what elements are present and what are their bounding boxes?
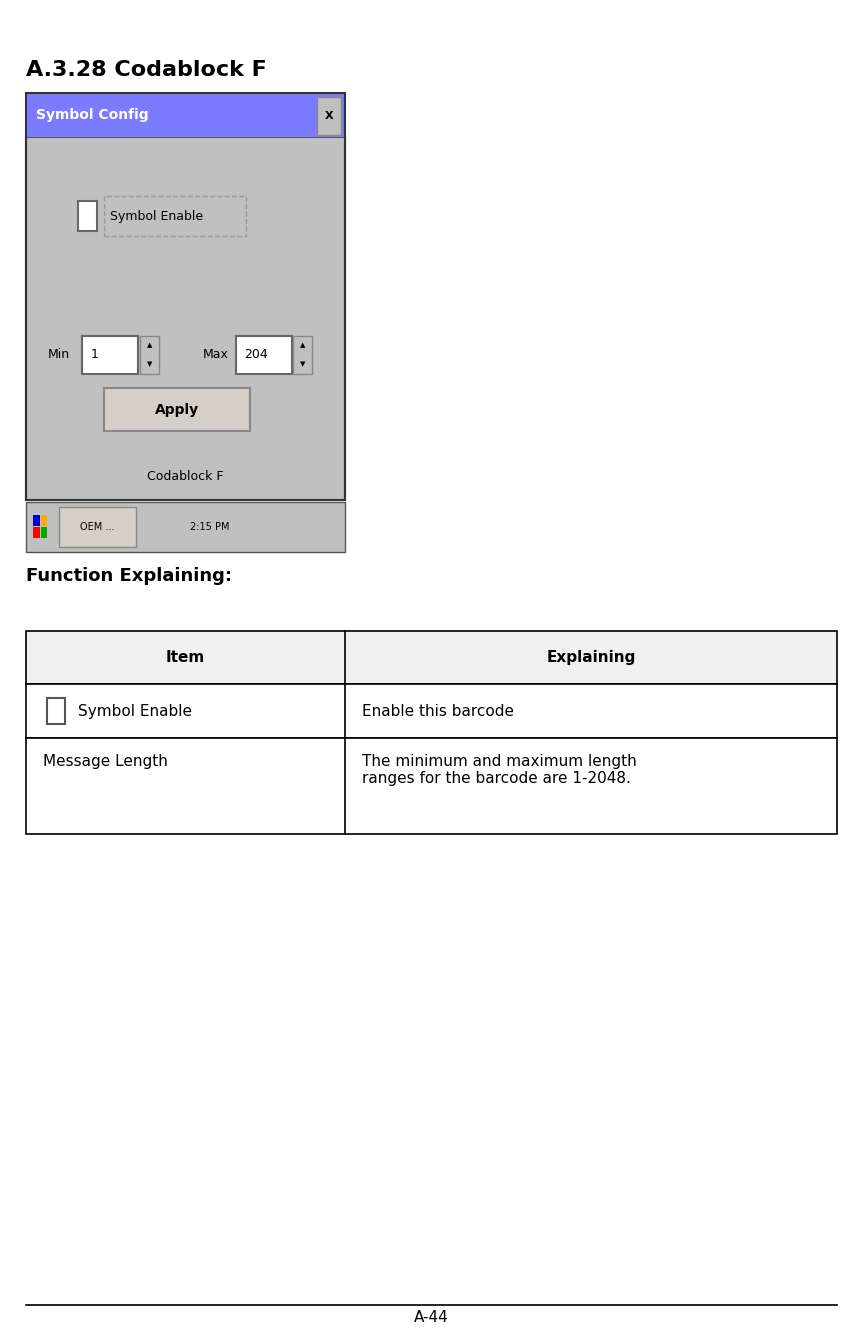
Text: Symbol Enable: Symbol Enable bbox=[110, 209, 203, 223]
Text: A.3.28 Codablock F: A.3.28 Codablock F bbox=[26, 60, 267, 80]
Text: Apply: Apply bbox=[154, 403, 199, 416]
FancyBboxPatch shape bbox=[26, 93, 345, 137]
Text: ▲: ▲ bbox=[300, 343, 306, 348]
FancyBboxPatch shape bbox=[82, 336, 138, 374]
FancyBboxPatch shape bbox=[26, 137, 345, 500]
Text: OEM ...: OEM ... bbox=[80, 522, 115, 532]
Text: Codablock F: Codablock F bbox=[148, 470, 224, 483]
FancyBboxPatch shape bbox=[26, 502, 345, 552]
Text: Message Length: Message Length bbox=[43, 754, 168, 768]
Text: Symbol Config: Symbol Config bbox=[36, 108, 149, 123]
Text: Explaining: Explaining bbox=[546, 650, 636, 666]
Text: X: X bbox=[324, 111, 333, 121]
Text: ▼: ▼ bbox=[300, 362, 306, 367]
Text: 204: 204 bbox=[244, 348, 268, 362]
FancyBboxPatch shape bbox=[104, 388, 250, 431]
Text: Function Explaining:: Function Explaining: bbox=[26, 567, 232, 584]
FancyBboxPatch shape bbox=[293, 336, 312, 374]
FancyBboxPatch shape bbox=[26, 738, 837, 834]
Text: ▲: ▲ bbox=[147, 343, 152, 348]
FancyBboxPatch shape bbox=[236, 336, 292, 374]
FancyBboxPatch shape bbox=[59, 507, 136, 547]
FancyBboxPatch shape bbox=[33, 515, 40, 526]
Text: Item: Item bbox=[166, 650, 205, 666]
FancyBboxPatch shape bbox=[317, 97, 341, 135]
Text: The minimum and maximum length
ranges for the barcode are 1-2048.: The minimum and maximum length ranges fo… bbox=[362, 754, 637, 786]
Text: Enable this barcode: Enable this barcode bbox=[362, 703, 514, 719]
FancyBboxPatch shape bbox=[140, 336, 159, 374]
FancyBboxPatch shape bbox=[26, 684, 837, 738]
Text: Min: Min bbox=[47, 348, 70, 362]
Text: Max: Max bbox=[203, 348, 229, 362]
Text: ▼: ▼ bbox=[147, 362, 152, 367]
Text: 1: 1 bbox=[91, 348, 98, 362]
Text: 2:15 PM: 2:15 PM bbox=[190, 522, 230, 532]
FancyBboxPatch shape bbox=[26, 631, 837, 684]
FancyBboxPatch shape bbox=[41, 527, 47, 538]
Text: Symbol Enable: Symbol Enable bbox=[78, 703, 192, 719]
FancyBboxPatch shape bbox=[33, 527, 40, 538]
Text: A-44: A-44 bbox=[414, 1310, 449, 1326]
FancyBboxPatch shape bbox=[47, 698, 65, 724]
FancyBboxPatch shape bbox=[41, 515, 47, 526]
FancyBboxPatch shape bbox=[78, 201, 97, 231]
